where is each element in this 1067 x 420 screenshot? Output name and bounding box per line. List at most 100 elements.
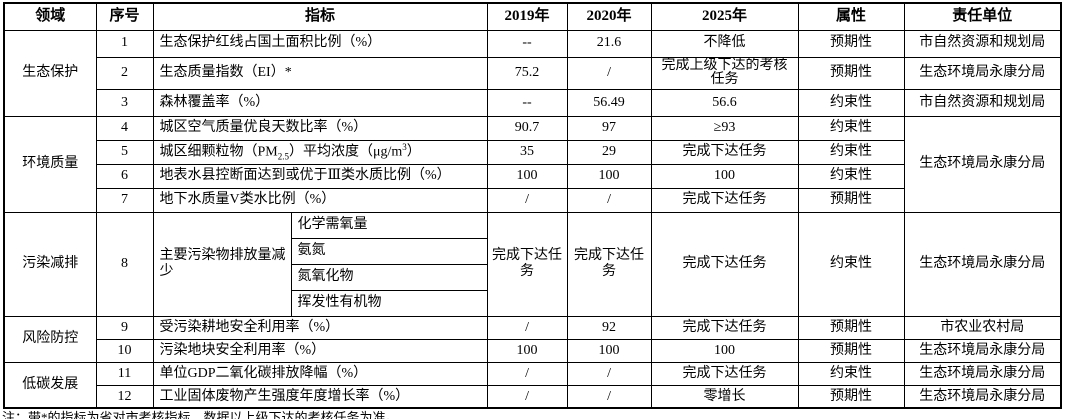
value-2020: 21.6 xyxy=(566,29,652,58)
value-2025: 完成上级下达的考核 任务 xyxy=(650,56,799,90)
value-2025: 完成下达任务 xyxy=(650,139,799,165)
table-row: 污染减排 8 主要污染物排放量减少 化学需氧量 完成下达任务 完成下达任务 完成… xyxy=(3,211,1062,317)
attribute-cell: 约束性 xyxy=(797,88,905,117)
domain-cell-low-carbon: 低碳发展 xyxy=(3,361,97,409)
domain-cell-eco-protection: 生态保护 xyxy=(3,29,97,117)
table-row: 低碳发展 11 单位GDP二氧化碳排放降幅（%） / / 完成下达任务 约束性 … xyxy=(3,361,1062,409)
value-2019: / xyxy=(486,187,568,213)
col-header-2025: 2025年 xyxy=(650,2,799,31)
value-2025: 56.6 xyxy=(650,88,799,117)
footnote-clipped: 注：带*的指标为省对市考核指标，数据以上级下达的考核任务为准。 xyxy=(2,410,399,420)
value-2019: 完成下达任务 xyxy=(486,211,568,317)
table-row: 6 地表水县控断面达到或优于Ⅲ类水质比例（%） 100 100 100 约束性 xyxy=(4,163,1061,189)
table-row: 2 生态质量指数（EI）* 75.2 / 完成上级下达的考核 任务 预期性 生态环… xyxy=(4,56,1062,90)
row-no: 10 xyxy=(95,338,154,363)
table-row: 氨氮 xyxy=(4,237,1061,265)
table-row: 挥发性有机物 xyxy=(4,289,1061,317)
unit-cell: 生态环境局永康分局 xyxy=(903,115,1062,213)
indicator-cell: 城区细颗粒物（PM2.5）平均浓度（μg/m3） xyxy=(152,139,488,165)
col-header-attribute: 属性 xyxy=(797,2,905,31)
table-row: 生态保护 1 生态保护红线占国土面积比例（%） -- 21.6 不降低 预期性 … xyxy=(3,29,1062,117)
value-2020: 56.49 xyxy=(566,88,652,117)
attribute-cell: 约束性 xyxy=(797,361,905,386)
indicator-text: 城区细颗粒物（PM xyxy=(159,145,278,161)
attribute-cell: 约束性 xyxy=(797,211,905,317)
pollutant-cell: 化学需氧量 xyxy=(290,211,488,239)
attribute-cell: 约束性 xyxy=(797,163,905,189)
value-2025: 完成下达任务 xyxy=(650,315,799,340)
domain-cell-risk-control: 风险防控 xyxy=(3,315,97,363)
table-row: 7 地下水质量V类水比例（%） / / 完成下达任务 预期性 xyxy=(4,187,1061,213)
row-no: 12 xyxy=(95,384,154,409)
col-header-indicator: 指标 xyxy=(152,2,488,31)
value-2020: 92 xyxy=(566,315,652,340)
unit-cell: 市自然资源和规划局 xyxy=(903,29,1062,58)
pm25-subscript: 2.5 xyxy=(277,151,289,162)
value-2025: 完成下达任务 xyxy=(650,211,799,317)
indicator-cell: 工业固体废物产生强度年度增长率（%） xyxy=(152,384,488,409)
indicator-cell: 污染地块安全利用率（%） xyxy=(152,338,488,363)
indicator-cell: 地下水质量V类水比例（%） xyxy=(152,187,488,213)
col-header-domain: 领域 xyxy=(3,2,97,31)
value-2025: 完成下达任务 xyxy=(650,361,799,386)
pollutant-cell: 氮氧化物 xyxy=(290,263,488,291)
indicator-cell: 受污染耕地安全利用率（%） xyxy=(152,315,488,340)
attribute-cell: 预期性 xyxy=(797,187,905,213)
indicator-cell: 生态质量指数（EI）* xyxy=(152,56,488,90)
value-2025: 100 xyxy=(650,163,799,189)
value-2020: / xyxy=(566,361,652,386)
unit-cell: 生态环境局永康分局 xyxy=(903,211,1062,317)
col-header-2020: 2020年 xyxy=(566,2,652,31)
table-row: 氮氧化物 xyxy=(4,263,1061,291)
pollutant-cell: 氨氮 xyxy=(290,237,488,265)
unit-cell: 生态环境局永康分局 xyxy=(903,56,1062,90)
indicator-text: ） xyxy=(406,145,421,161)
col-header-2019: 2019年 xyxy=(486,2,568,31)
value-2020: 100 xyxy=(566,338,652,363)
value-2019: 35 xyxy=(486,139,568,165)
row-no: 11 xyxy=(95,361,154,386)
value-2019: -- xyxy=(486,29,568,58)
value-2020: / xyxy=(566,56,652,90)
unit-cell: 生态环境局永康分局 xyxy=(903,361,1062,386)
col-header-unit: 责任单位 xyxy=(903,2,1062,31)
value-2019: 100 xyxy=(486,338,568,363)
row-no: 4 xyxy=(95,115,154,141)
indicator-cell: 生态保护红线占国土面积比例（%） xyxy=(152,29,488,58)
row-no: 2 xyxy=(95,56,154,90)
row-no: 9 xyxy=(95,315,154,340)
table-row: 3 森林覆盖率（%） -- 56.49 56.6 约束性 市自然资源和规划局 xyxy=(4,88,1062,117)
domain-cell-pollution-reduction: 污染减排 xyxy=(3,211,97,317)
value-2025: 零增长 xyxy=(650,384,799,409)
col-header-no: 序号 xyxy=(95,2,154,31)
value-2025: ≥93 xyxy=(650,115,799,141)
indicator-text: ）平均浓度（μg/m xyxy=(288,145,403,161)
value-2019: / xyxy=(486,315,568,340)
value-2019: 100 xyxy=(486,163,568,189)
value-2020: 100 xyxy=(566,163,652,189)
value-2025-line1: 完成上级下达的考核 xyxy=(661,57,788,73)
table-row: 10 污染地块安全利用率（%） 100 100 100 预期性 生态环境局永康分… xyxy=(4,338,1062,363)
attribute-cell: 约束性 xyxy=(797,115,905,141)
value-2025: 完成下达任务 xyxy=(650,187,799,213)
attribute-cell: 预期性 xyxy=(797,315,905,340)
row-no: 1 xyxy=(95,29,154,58)
value-2020: / xyxy=(566,187,652,213)
unit-cell: 市自然资源和规划局 xyxy=(903,88,1062,117)
pollutant-cell: 挥发性有机物 xyxy=(290,289,488,317)
unit-cell: 生态环境局永康分局 xyxy=(903,384,1062,409)
row-no: 6 xyxy=(95,163,154,189)
row-no: 3 xyxy=(95,88,154,117)
unit-cell: 生态环境局永康分局 xyxy=(903,338,1062,363)
value-2019: 75.2 xyxy=(486,56,568,90)
indicators-table: 领域 序号 指标 2019年 2020年 2025年 属性 责任单位 生态保护 … xyxy=(3,2,1063,410)
table-row: 12 工业固体废物产生强度年度增长率（%） / / 零增长 预期性 生态环境局永… xyxy=(4,384,1062,409)
row-no: 8 xyxy=(95,211,154,317)
row-no: 7 xyxy=(95,187,154,213)
value-2020: / xyxy=(566,384,652,409)
row-no: 5 xyxy=(95,139,154,165)
indicator-cell: 地表水县控断面达到或优于Ⅲ类水质比例（%） xyxy=(152,163,488,189)
attribute-cell: 约束性 xyxy=(797,139,905,165)
value-2019: -- xyxy=(486,88,568,117)
value-2025: 100 xyxy=(650,338,799,363)
